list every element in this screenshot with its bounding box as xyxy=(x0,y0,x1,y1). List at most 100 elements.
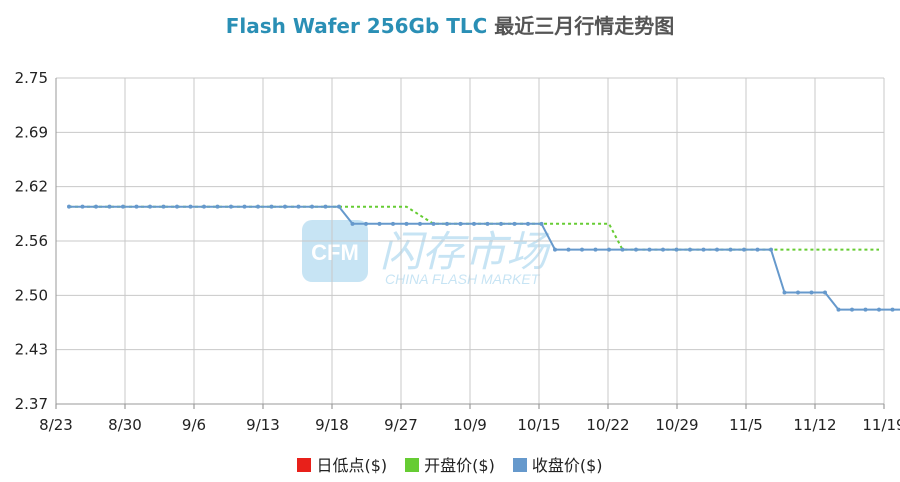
data-point xyxy=(661,247,665,252)
chart-title: Flash Wafer 256Gb TLC 最近三月行情走势图 xyxy=(0,10,900,39)
data-point xyxy=(823,290,827,295)
legend: 日低点($) 开盘价($) 收盘价($) xyxy=(0,452,900,476)
legend-swatch xyxy=(405,458,420,472)
data-point xyxy=(350,221,355,226)
y-tick-label: 2.50 xyxy=(15,286,48,304)
data-point xyxy=(175,204,179,209)
watermark-logo-box xyxy=(302,220,368,282)
legend-item[interactable]: 开盘价($) xyxy=(405,452,495,476)
data-point xyxy=(107,204,112,209)
data-point xyxy=(674,247,679,252)
series-layer xyxy=(67,204,900,312)
data-point xyxy=(94,204,98,209)
data-point xyxy=(566,247,571,252)
data-point xyxy=(310,204,314,209)
axes xyxy=(55,78,885,409)
data-point xyxy=(472,221,476,226)
data-point xyxy=(742,247,746,252)
data-point xyxy=(256,204,260,209)
data-point xyxy=(526,221,530,226)
data-point xyxy=(431,221,436,226)
data-point xyxy=(688,247,692,252)
legend-item[interactable]: 日低点($) xyxy=(297,452,387,476)
data-point xyxy=(296,204,301,209)
data-point xyxy=(134,204,139,209)
watermark-logo: CFM 闪存市场 CHINA FLASH MARKET xyxy=(302,220,551,287)
legend-label: 收盘价($) xyxy=(531,456,603,475)
data-point xyxy=(242,204,247,209)
x-tick-label: 11/19 xyxy=(862,416,900,434)
data-point xyxy=(499,221,503,226)
data-point xyxy=(809,290,814,295)
data-point xyxy=(769,247,773,252)
data-point xyxy=(701,247,706,252)
data-point xyxy=(418,221,422,226)
data-point xyxy=(161,204,166,209)
data-point xyxy=(850,307,854,312)
data-point xyxy=(755,247,760,252)
grid-lines xyxy=(55,77,885,405)
y-axis-ticks: 2.75 2.69 2.62 2.56 2.50 2.43 2.37 xyxy=(15,69,48,413)
data-point xyxy=(80,204,85,209)
data-point xyxy=(580,247,584,252)
data-point xyxy=(512,221,517,226)
chart-title-main: Flash Wafer 256Gb TLC xyxy=(225,14,488,38)
watermark-en-text: CHINA FLASH MARKET xyxy=(385,271,541,287)
data-point xyxy=(553,247,557,252)
y-tick-label: 2.37 xyxy=(15,395,48,413)
x-tick-label: 9/18 xyxy=(315,416,349,434)
x-tick-label: 10/15 xyxy=(517,416,560,434)
data-point xyxy=(377,221,382,226)
x-tick-label: 8/23 xyxy=(39,416,73,434)
data-point xyxy=(863,307,868,312)
data-point xyxy=(67,204,71,209)
data-point xyxy=(283,204,287,209)
data-point xyxy=(539,221,544,226)
legend-label: 日低点($) xyxy=(316,456,388,475)
x-tick-label: 11/5 xyxy=(729,416,763,434)
data-point xyxy=(796,290,800,295)
data-point xyxy=(877,307,881,312)
y-tick-label: 2.75 xyxy=(15,69,48,87)
data-point xyxy=(404,221,409,226)
watermark-logo-letters: CFM xyxy=(311,240,359,265)
x-tick-label: 9/27 xyxy=(384,416,418,434)
data-point xyxy=(593,247,598,252)
data-point xyxy=(607,247,611,252)
data-point xyxy=(634,247,638,252)
data-point xyxy=(728,247,733,252)
data-point xyxy=(269,204,274,209)
y-tick-label: 2.62 xyxy=(15,178,48,196)
data-point xyxy=(445,221,449,226)
x-axis-ticks: 8/23 8/30 9/6 9/13 9/18 9/27 10/9 10/15 10/22 10/… xyxy=(39,416,900,434)
x-tick-label: 10/29 xyxy=(655,416,698,434)
data-point xyxy=(229,204,233,209)
data-point xyxy=(715,247,719,252)
data-point xyxy=(364,221,368,226)
data-point xyxy=(458,221,463,226)
data-point xyxy=(620,247,625,252)
data-point xyxy=(121,204,125,209)
x-tick-label: 9/13 xyxy=(246,416,280,434)
y-tick-label: 2.43 xyxy=(15,341,48,359)
x-tick-label: 10/9 xyxy=(453,416,487,434)
x-tick-label: 11/12 xyxy=(793,416,836,434)
x-tick-label: 9/6 xyxy=(182,416,206,434)
data-point xyxy=(202,204,206,209)
legend-label: 开盘价($) xyxy=(424,456,495,475)
chart-title-sub: 最近三月行情走势图 xyxy=(494,14,675,38)
legend-item[interactable]: 收盘价($) xyxy=(512,452,603,476)
data-point xyxy=(890,307,895,312)
data-point xyxy=(485,221,490,226)
data-point xyxy=(215,204,220,209)
data-point xyxy=(782,290,787,295)
watermark-cn-text: 闪存市场 xyxy=(380,227,551,276)
legend-swatch xyxy=(512,458,527,472)
y-tick-label: 2.69 xyxy=(15,123,48,141)
x-tick-label: 10/22 xyxy=(586,416,629,434)
data-point xyxy=(391,221,395,226)
data-point xyxy=(337,204,341,209)
x-tick-label: 8/30 xyxy=(108,416,142,434)
data-point xyxy=(836,307,841,312)
